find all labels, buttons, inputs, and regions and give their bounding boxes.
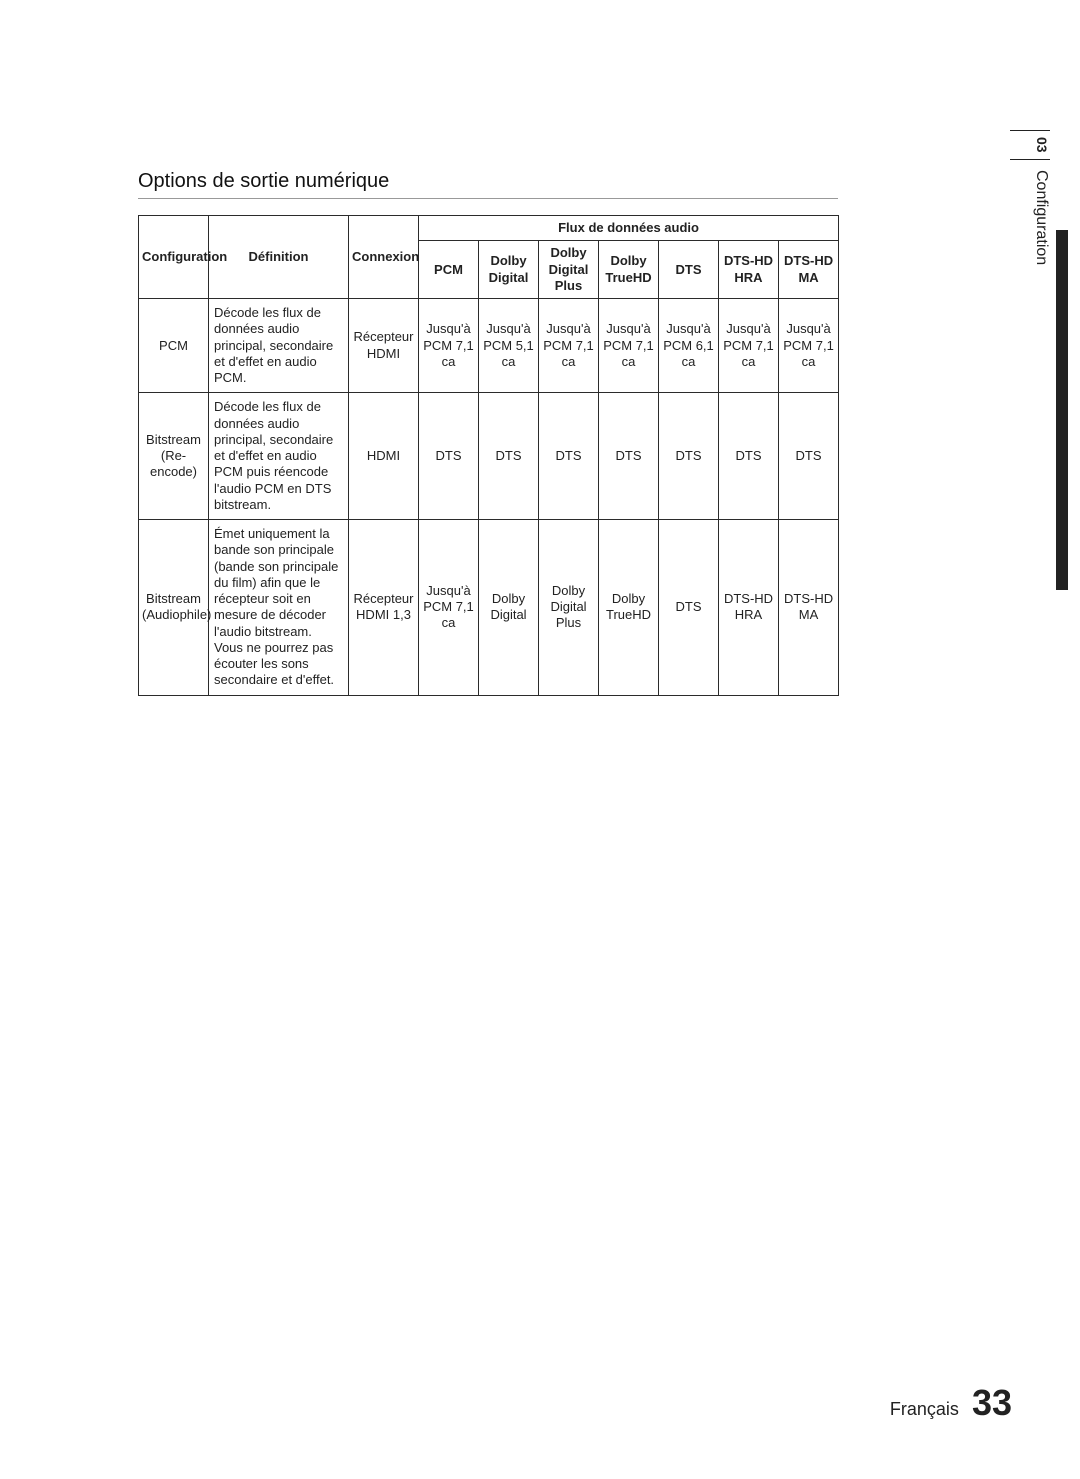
cell-definition: Décode les flux de données audio princip… [209,393,349,520]
cell-flux: Jusqu'à PCM 7,1 ca [419,299,479,393]
cell-flux: DTS [779,393,839,520]
cell-flux: DTS [659,393,719,520]
cell-flux: Jusqu'à PCM 7,1 ca [419,520,479,696]
cell-flux: DTS [419,393,479,520]
cell-flux: Jusqu'à PCM 7,1 ca [599,299,659,393]
page-footer: Français 33 [890,1382,1012,1424]
cell-flux: Jusqu'à PCM 7,1 ca [719,299,779,393]
th-config: Configuration [139,216,209,299]
chapter-label: Configuration [1010,160,1050,275]
cell-flux: DTS [599,393,659,520]
audio-output-table: Configuration Définition Connexion Flux … [138,215,839,696]
th-pcm: PCM [419,241,479,299]
cell-flux: Jusqu'à PCM 7,1 ca [779,299,839,393]
cell-config: PCM [139,299,209,393]
th-definition: Définition [209,216,349,299]
section-title-underline [138,198,838,199]
th-dolby-digital: Dolby Digital [479,241,539,299]
chapter-number: 03 [1010,131,1050,159]
cell-flux: DTS [479,393,539,520]
cell-flux: Jusqu'à PCM 5,1 ca [479,299,539,393]
audio-table-wrap: Configuration Définition Connexion Flux … [138,215,838,696]
section-title: Options de sortie numérique [138,170,389,193]
th-dolby-digital-plus: Dolby Digital Plus [539,241,599,299]
th-connexion: Connexion [349,216,419,299]
cell-definition: Émet uniquement la bande son principale … [209,520,349,696]
th-dolby-truehd: Dolby TrueHD [599,241,659,299]
cell-connexion: Récepteur HDMI 1,3 [349,520,419,696]
cell-connexion: HDMI [349,393,419,520]
cell-config: Bitstream (Re-encode) [139,393,209,520]
footer-page-number: 33 [972,1382,1012,1423]
cell-flux: DTS [659,520,719,696]
cell-flux: DTS [539,393,599,520]
side-tab-dark-bar [1056,230,1068,590]
footer-language: Français [890,1399,959,1419]
page: 03 Configuration Options de sortie numér… [0,0,1080,1479]
cell-flux: Dolby Digital [479,520,539,696]
side-tab: 03 Configuration [1010,130,1050,595]
cell-flux: Jusqu'à PCM 7,1 ca [539,299,599,393]
th-dts-hd-hra: DTS-HD HRA [719,241,779,299]
table-row: Bitstream (Re-encode) Décode les flux de… [139,393,839,520]
cell-flux: Dolby TrueHD [599,520,659,696]
cell-flux: DTS-HD HRA [719,520,779,696]
table-header-row-1: Configuration Définition Connexion Flux … [139,216,839,241]
th-dts: DTS [659,241,719,299]
cell-config: Bitstream (Audiophile) [139,520,209,696]
th-dts-hd-ma: DTS-HD MA [779,241,839,299]
th-flux-group: Flux de données audio [419,216,839,241]
cell-flux: DTS-HD MA [779,520,839,696]
cell-flux: Jusqu'à PCM 6,1 ca [659,299,719,393]
cell-connexion: Récepteur HDMI [349,299,419,393]
table-row: PCM Décode les flux de données audio pri… [139,299,839,393]
cell-flux: DTS [719,393,779,520]
cell-definition: Décode les flux de données audio princip… [209,299,349,393]
cell-flux: Dolby Digital Plus [539,520,599,696]
table-row: Bitstream (Audiophile) Émet uniquement l… [139,520,839,696]
